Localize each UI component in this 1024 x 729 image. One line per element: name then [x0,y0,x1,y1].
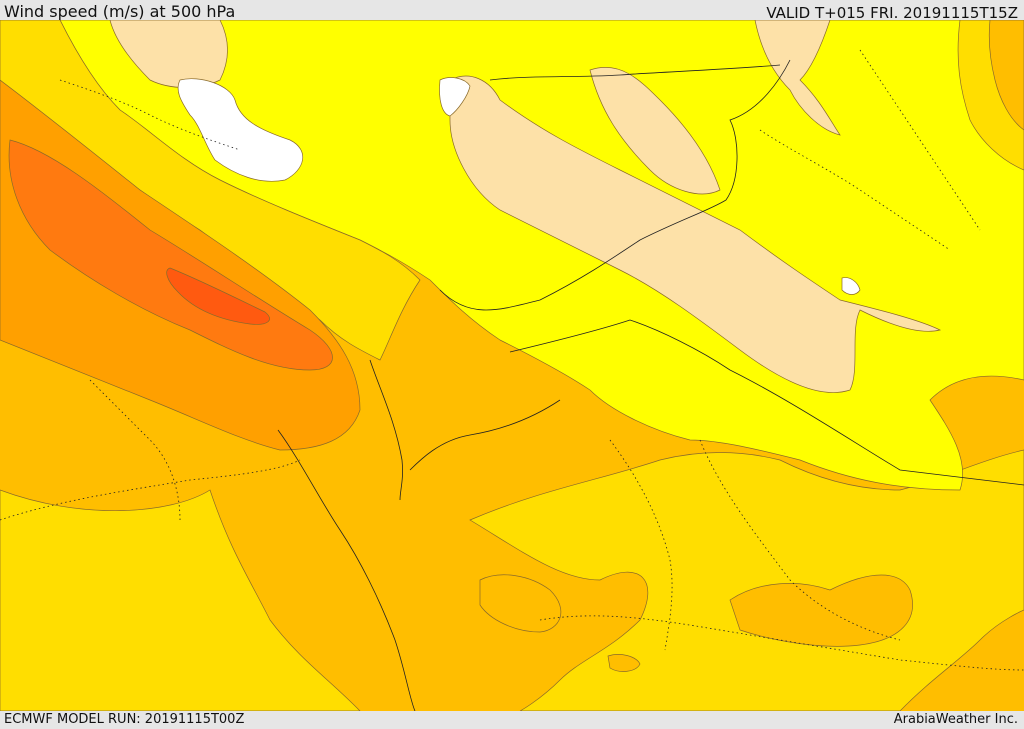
contour-calm-north [439,77,471,117]
contour-amber-blob-3 [607,654,641,672]
contour-amber-east-edge [988,20,1024,131]
internal-borders [0,49,1024,671]
contour-red-orange-core [166,267,270,325]
contour-gold-southeast [469,449,1024,711]
contour-calm-east [841,277,861,295]
contour-amber-blob-2 [729,574,913,647]
credit: ArabiaWeather Inc. [893,712,1018,727]
contour-gold-south [0,489,361,711]
wind-speed-map [0,20,1024,711]
contour-light-north-plateau [589,67,721,195]
contour-light-central [449,75,942,393]
boundaries [277,59,1024,711]
map-title: Wind speed (m/s) at 500 hPa [4,2,236,21]
valid-time: VALID T+015 FRI. 20191115T15Z [766,4,1018,22]
header-bar: Wind speed (m/s) at 500 hPa VALID T+015 … [0,0,1024,22]
model-run: ECMWF MODEL RUN: 20191115T00Z [4,712,245,727]
contour-calm-west [177,78,304,182]
contour-light-northeast [754,20,841,136]
contour-amber-blob-1 [479,574,562,633]
footer-bar: ECMWF MODEL RUN: 20191115T00Z ArabiaWeat… [0,711,1024,729]
